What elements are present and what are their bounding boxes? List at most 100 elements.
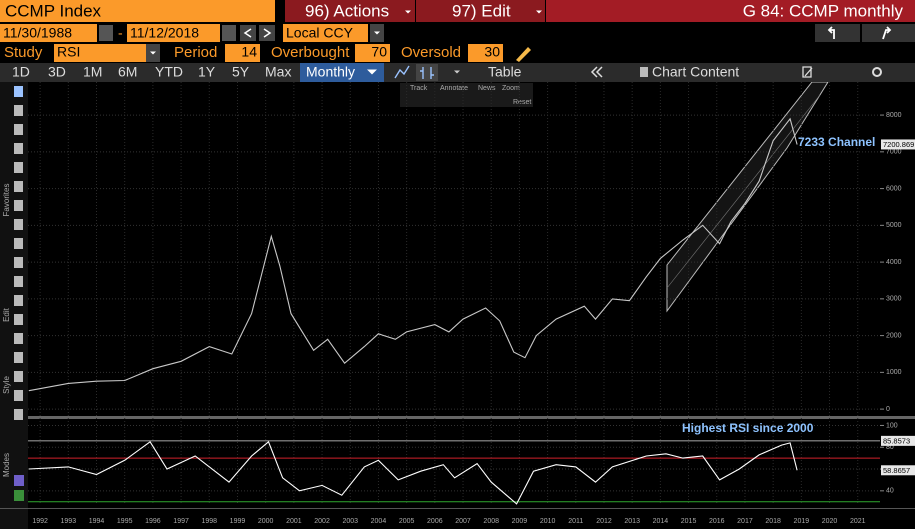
actions-menu[interactable]: [285, 0, 415, 22]
tool-icon[interactable]: [14, 257, 23, 268]
start-date: 11/30/1988: [3, 25, 72, 41]
chart-content[interactable]: Chart Content: [652, 64, 739, 80]
x-tick-label: 2019: [794, 518, 810, 525]
frequency: Monthly: [306, 64, 355, 80]
tool-icon[interactable]: [14, 295, 23, 306]
actions: 96) Actions: [305, 1, 389, 20]
redo-button[interactable]: [862, 24, 915, 42]
value-tag-label: 7200.869: [883, 140, 914, 149]
next-button[interactable]: [259, 25, 275, 41]
period-button[interactable]: Max: [265, 64, 291, 80]
undo-button[interactable]: [815, 24, 860, 42]
period-button[interactable]: 6M: [118, 64, 137, 80]
period-label: Period: [174, 44, 217, 61]
oversold-field[interactable]: [468, 44, 503, 62]
frequency-button[interactable]: [300, 63, 384, 82]
overbought-label: Overbought: [271, 44, 350, 61]
mode-icon[interactable]: [14, 490, 24, 501]
y-tick-label: 4000: [886, 259, 902, 266]
trackbar-button[interactable]: Reset: [513, 99, 531, 106]
y-tick-label: 100: [886, 422, 898, 429]
value-tag: [881, 435, 915, 446]
currency: Local CCY: [286, 25, 354, 41]
trackbar-button[interactable]: Annotate: [440, 85, 468, 92]
end-date-field[interactable]: [127, 24, 220, 42]
start-date-field[interactable]: [0, 24, 97, 42]
tool-icon[interactable]: [14, 333, 23, 344]
tool-icon[interactable]: [14, 314, 23, 325]
tool-icon[interactable]: [14, 409, 23, 420]
x-tick-label: 2004: [371, 518, 387, 525]
period-button[interactable]: 1D: [12, 64, 30, 80]
undo-icon: [827, 26, 835, 39]
period-button[interactable]: 1M: [83, 64, 102, 80]
x-tick-label: 2001: [286, 518, 302, 525]
tool-icon[interactable]: [14, 124, 23, 135]
edit: 97) Edit: [452, 1, 511, 20]
tool-icon[interactable]: [14, 86, 23, 97]
chart-type-icon[interactable]: [394, 65, 410, 79]
calendar-button[interactable]: [99, 25, 113, 41]
trackbar-button[interactable]: News: [478, 85, 496, 92]
y-tick-label: 7000: [886, 149, 902, 156]
period-button[interactable]: 3D: [48, 64, 66, 80]
tool-icon[interactable]: [14, 276, 23, 287]
tool-icon[interactable]: [14, 352, 23, 363]
table-button[interactable]: Table: [488, 64, 522, 80]
tool-icon[interactable]: [14, 143, 23, 154]
period-button[interactable]: YTD: [155, 64, 183, 80]
channel-annotation: 7233 Channel: [798, 135, 875, 149]
tool-icon[interactable]: [14, 162, 23, 173]
mode-icon[interactable]: [14, 475, 24, 486]
edit-menu[interactable]: [416, 0, 545, 22]
period-button[interactable]: 1Y: [198, 64, 216, 80]
calendar-button[interactable]: [222, 25, 236, 41]
x-tick-label: 2009: [512, 518, 528, 525]
collapse-icon[interactable]: [590, 66, 603, 78]
axis-bottom: [0, 508, 915, 509]
security: CCMP Index: [5, 1, 102, 20]
frequency-arrow: [367, 69, 377, 75]
tool-icon[interactable]: [14, 238, 23, 249]
x-tick-label: 1996: [145, 518, 161, 525]
x-tick-label: 2016: [709, 518, 725, 525]
series-line: [28, 440, 798, 505]
period-button[interactable]: 5Y: [232, 64, 250, 80]
channel: [666, 81, 829, 313]
title: G 84: CCMP monthly: [743, 1, 904, 20]
x-tick-label: 2015: [681, 518, 697, 525]
period-field[interactable]: [225, 44, 260, 62]
study-label: Study: [4, 44, 43, 61]
prev-button[interactable]: [240, 25, 256, 41]
edit-icon[interactable]: [802, 66, 813, 78]
trackbar-button[interactable]: Track: [410, 85, 428, 92]
x-tick-label: 2017: [737, 518, 753, 525]
tool-icon[interactable]: [14, 181, 23, 192]
tool-icon[interactable]: [14, 105, 23, 116]
tool-icon[interactable]: [14, 371, 23, 382]
currency-field[interactable]: [283, 24, 368, 42]
study-arrow: [150, 51, 156, 55]
tool-icon[interactable]: [14, 219, 23, 230]
y-tick-label: 80: [886, 444, 894, 451]
overbought-field[interactable]: [355, 44, 390, 62]
tool-icon[interactable]: [14, 200, 23, 211]
x-tick-label: 2002: [314, 518, 330, 525]
study-field[interactable]: [54, 44, 160, 62]
trackbar-button[interactable]: Zoom: [502, 85, 520, 92]
period: 14: [241, 44, 257, 60]
value-tag: [881, 139, 915, 150]
tool-icon[interactable]: [14, 390, 23, 401]
x-tick-label: 1992: [32, 518, 48, 525]
prev-arrow: [243, 28, 252, 38]
edit-study-icon[interactable]: [516, 47, 531, 62]
x-tick-label: 1999: [230, 518, 246, 525]
trackbar: [400, 83, 533, 107]
security-field[interactable]: [0, 0, 275, 22]
y-tick-label: 40: [886, 488, 894, 495]
x-tick-label: 1995: [117, 518, 133, 525]
settings-icon[interactable]: [872, 67, 882, 77]
bar-type-button[interactable]: [416, 64, 438, 81]
y-tick-label: 0: [886, 406, 890, 413]
oversold: 30: [484, 44, 500, 60]
